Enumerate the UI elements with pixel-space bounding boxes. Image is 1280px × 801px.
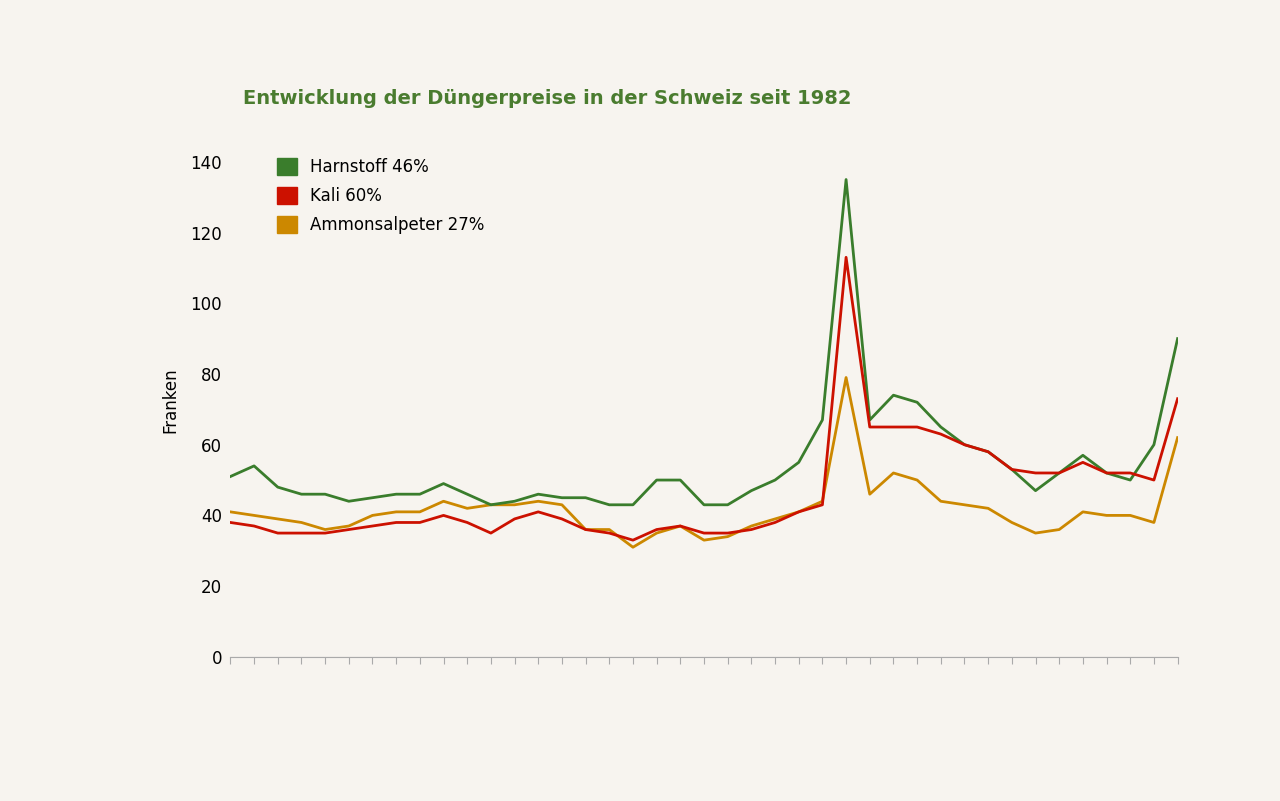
Text: Entwicklung der Düngerpreise in der Schweiz seit 1982: Entwicklung der Düngerpreise in der Schw… xyxy=(243,89,851,108)
Legend: Harnstoff 46%, Kali 60%, Ammonsalpeter 27%: Harnstoff 46%, Kali 60%, Ammonsalpeter 2… xyxy=(276,158,484,234)
Y-axis label: Franken: Franken xyxy=(161,368,179,433)
